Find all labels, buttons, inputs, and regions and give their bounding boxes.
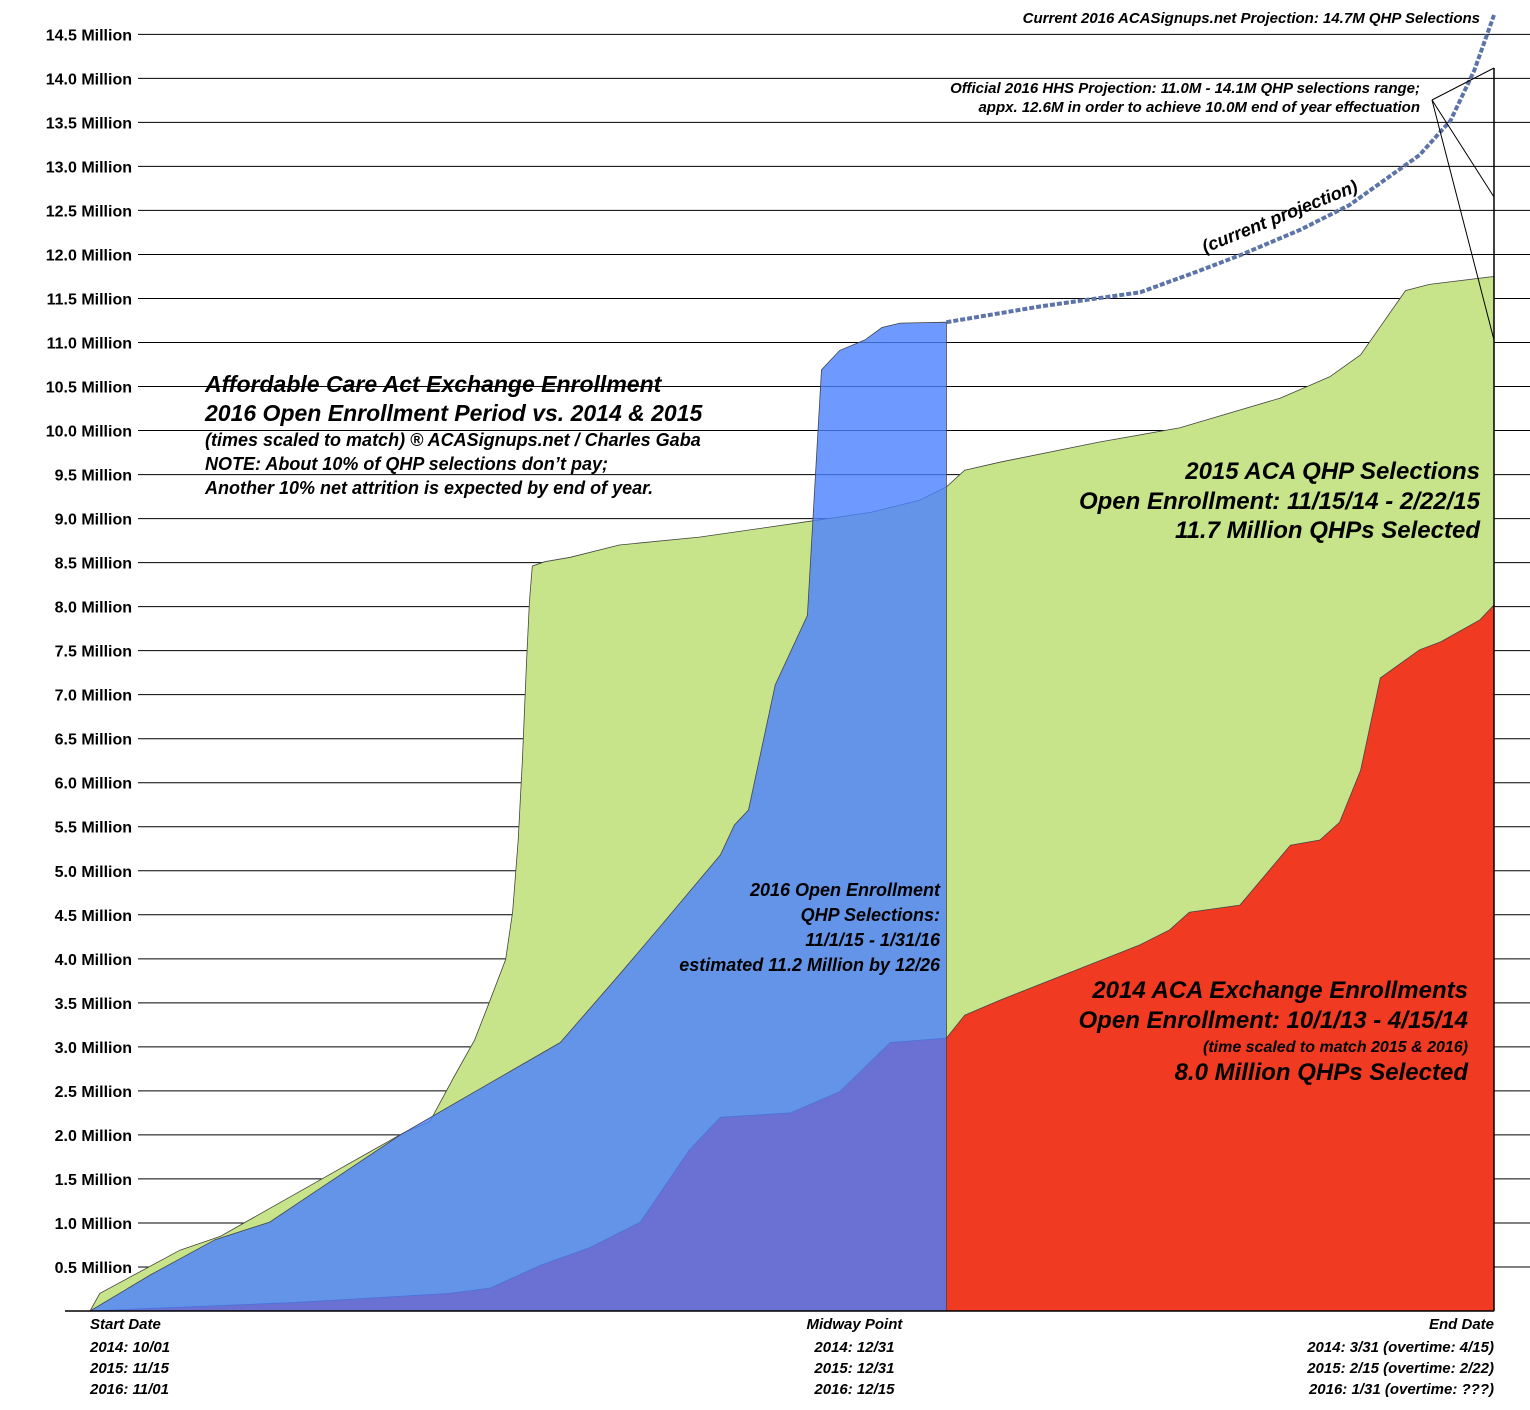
connector bbox=[1431, 99, 1495, 198]
y-tick-label: 11.0 Million bbox=[47, 335, 132, 352]
x-tick-detail: 2015: 12/31 bbox=[813, 1360, 894, 1377]
y-tick-label: 11.5 Million bbox=[47, 291, 132, 308]
y-tick-label: 3.5 Million bbox=[55, 996, 132, 1013]
connector bbox=[1431, 67, 1495, 101]
series-label: (current projection) bbox=[1199, 176, 1360, 257]
y-tick-label: 12.0 Million bbox=[46, 247, 132, 264]
y-tick-label: 14.0 Million bbox=[46, 71, 132, 88]
annotation: Current 2016 ACASignups.net Projection: … bbox=[1023, 10, 1480, 27]
y-tick-label: 5.5 Million bbox=[55, 820, 132, 837]
series-label: 2016 Open Enrollment bbox=[749, 880, 941, 900]
y-tick-label: 6.5 Million bbox=[55, 732, 132, 749]
y-tick-label: 3.0 Million bbox=[55, 1040, 132, 1057]
projection-line bbox=[946, 14, 1496, 325]
x-tick-detail: 2015: 2/15 (overtime: 2/22) bbox=[1306, 1360, 1494, 1377]
chart-subtitle: 2016 Open Enrollment Period vs. 2014 & 2… bbox=[204, 400, 703, 426]
y-tick-label: 1.0 Million bbox=[55, 1216, 132, 1233]
series-label: 11/1/15 - 1/31/16 bbox=[805, 930, 941, 950]
y-tick-label: 0.5 Million bbox=[55, 1260, 132, 1277]
plot-area bbox=[88, 14, 1496, 1312]
annotation: appx. 12.6M in order to achieve 10.0M en… bbox=[978, 99, 1420, 116]
y-tick-label: 9.5 Million bbox=[55, 468, 132, 485]
y-tick-label: 1.5 Million bbox=[55, 1172, 132, 1189]
y-tick-label: 6.0 Million bbox=[55, 776, 132, 793]
x-tick-label: Start Date bbox=[90, 1316, 161, 1333]
series-label: 2014 ACA Exchange Enrollments bbox=[1091, 977, 1468, 1004]
connector bbox=[1431, 99, 1495, 341]
chart-subtitle: Another 10% net attrition is expected by… bbox=[204, 478, 653, 498]
series-label: (time scaled to match 2015 & 2016) bbox=[1203, 1039, 1468, 1056]
x-tick-label: End Date bbox=[1429, 1316, 1494, 1333]
y-tick-label: 12.5 Million bbox=[46, 203, 132, 220]
series-label: 8.0 Million QHPs Selected bbox=[1175, 1059, 1470, 1086]
y-tick-label: 8.5 Million bbox=[55, 556, 132, 573]
chart-subtitle: (times scaled to match) ® ACASignups.net… bbox=[205, 430, 701, 450]
x-tick-detail: 2014: 3/31 (overtime: 4/15) bbox=[1306, 1339, 1494, 1356]
y-tick-label: 9.0 Million bbox=[55, 512, 132, 529]
x-tick-detail: 2016: 1/31 (overtime: ???) bbox=[1308, 1381, 1494, 1398]
y-tick-label: 13.5 Million bbox=[46, 115, 132, 132]
y-tick-label: 2.5 Million bbox=[55, 1084, 132, 1101]
area bbox=[88, 321, 947, 1312]
x-tick-detail: 2014: 10/01 bbox=[89, 1339, 170, 1356]
y-tick-label: 4.5 Million bbox=[55, 908, 132, 925]
y-tick-label: 7.0 Million bbox=[55, 688, 132, 705]
x-tick-label: Midway Point bbox=[807, 1316, 904, 1333]
y-tick-label: 7.5 Million bbox=[55, 644, 132, 661]
y-tick-label: 10.5 Million bbox=[46, 380, 132, 397]
annotation: Official 2016 HHS Projection: 11.0M - 14… bbox=[950, 80, 1420, 97]
series-label: 2015 ACA QHP Selections bbox=[1184, 458, 1480, 485]
series-label: 11.7 Million QHPs Selected bbox=[1175, 517, 1481, 544]
x-tick-detail: 2016: 12/15 bbox=[813, 1381, 895, 1398]
x-tick-detail: 2016: 11/01 bbox=[89, 1381, 169, 1398]
y-tick-label: 13.0 Million bbox=[46, 159, 132, 176]
y-tick-label: 5.0 Million bbox=[55, 864, 132, 881]
series-label: Open Enrollment: 11/15/14 - 2/22/15 bbox=[1079, 488, 1481, 515]
y-tick-label: 2.0 Million bbox=[55, 1128, 132, 1145]
x-tick-detail: 2015: 11/15 bbox=[89, 1360, 170, 1377]
x-tick-detail: 2014: 12/31 bbox=[813, 1339, 894, 1356]
y-tick-label: 10.0 Million bbox=[46, 424, 132, 441]
chart-title: Affordable Care Act Exchange Enrollment bbox=[204, 371, 663, 397]
chart-subtitle: NOTE: About 10% of QHP selections don’t … bbox=[205, 454, 608, 474]
series-label: Open Enrollment: 10/1/13 - 4/15/14 bbox=[1079, 1007, 1468, 1034]
labels: 0.5 Million 1.0 Million 1.5 Million 2.0 Mil… bbox=[46, 10, 1494, 1398]
series-label: estimated 11.2 Million by 12/26 bbox=[679, 955, 941, 975]
y-tick-label: 4.0 Million bbox=[55, 952, 132, 969]
y-tick-label: 14.5 Million bbox=[46, 27, 132, 44]
series-label: QHP Selections: bbox=[801, 905, 940, 925]
y-tick-label: 8.0 Million bbox=[55, 600, 132, 617]
